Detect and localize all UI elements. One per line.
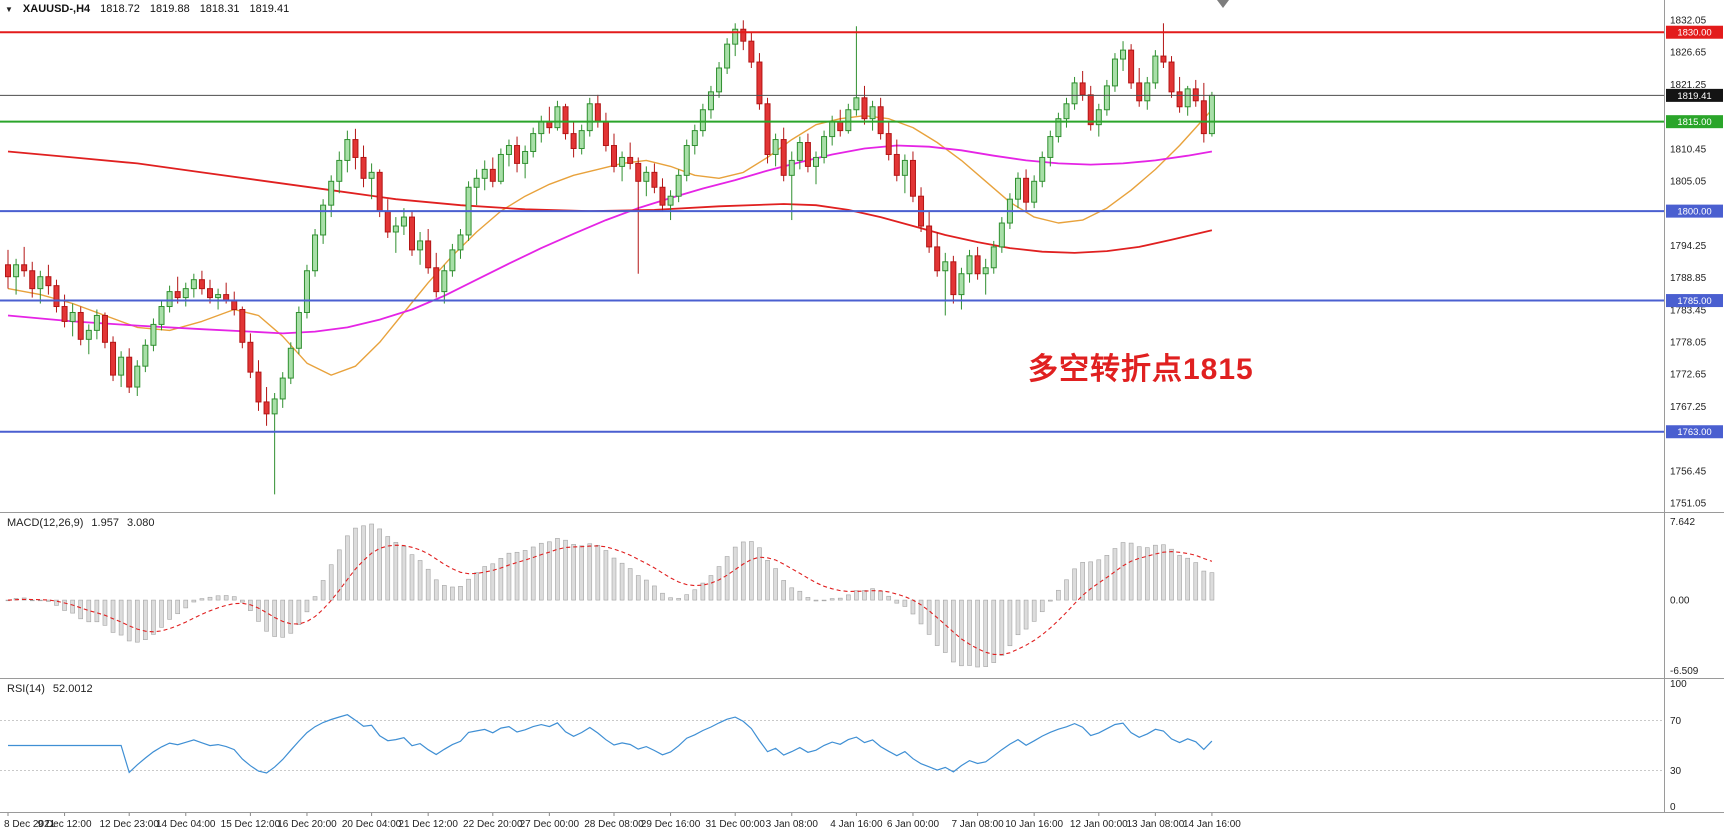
macd-main-value: 1.957 [91, 517, 119, 529]
svg-text:1778.05: 1778.05 [1670, 338, 1707, 349]
svg-text:0: 0 [1670, 802, 1676, 813]
svg-text:7.642: 7.642 [1670, 517, 1695, 528]
ohlc-high-value: 1819.88 [149, 3, 190, 15]
svg-text:1819.41: 1819.41 [1677, 91, 1711, 102]
rsi-indicator-label: RSI(14) 52.0012 [7, 683, 93, 695]
macd-signal-line [7, 544, 1213, 656]
svg-text:1767.25: 1767.25 [1670, 402, 1707, 413]
svg-text:13 Jan 08:00: 13 Jan 08:00 [1126, 819, 1184, 830]
svg-text:28 Dec 08:00: 28 Dec 08:00 [584, 819, 644, 830]
svg-text:12 Dec 23:00: 12 Dec 23:00 [99, 819, 159, 830]
svg-text:1756.45: 1756.45 [1670, 466, 1707, 477]
ma-orange-fast [7, 109, 1213, 376]
svg-text:1810.45: 1810.45 [1670, 144, 1707, 155]
price-axis[interactable]: 1832.05 1826.65 1821.25 1810.45 1805.05 1794.… [1670, 16, 1707, 510]
svg-text:16 Dec 20:00: 16 Dec 20:00 [277, 819, 337, 830]
svg-text:14 Jan 16:00: 14 Jan 16:00 [1183, 819, 1241, 830]
collapse-icon[interactable]: ▼ [5, 4, 13, 14]
svg-text:22 Dec 20:00: 22 Dec 20:00 [463, 819, 523, 830]
rsi-name: RSI(14) [7, 683, 45, 695]
svg-text:1783.45: 1783.45 [1670, 305, 1707, 316]
svg-text:4 Jan 16:00: 4 Jan 16:00 [830, 819, 883, 830]
svg-text:12 Jan 00:00: 12 Jan 00:00 [1070, 819, 1128, 830]
chart-header: ▼ XAUUSD-,H4 1818.72 1819.88 1818.31 181… [5, 3, 289, 15]
svg-text:1794.25: 1794.25 [1670, 241, 1707, 252]
candles [5, 20, 1215, 495]
svg-text:1830.00: 1830.00 [1677, 28, 1711, 39]
svg-text:21 Dec 12:00: 21 Dec 12:00 [398, 819, 458, 830]
svg-text:27 Dec 00:00: 27 Dec 00:00 [520, 819, 580, 830]
panel-frame [0, 0, 1724, 813]
svg-text:1772.65: 1772.65 [1670, 370, 1707, 381]
svg-text:9 Dec 12:00: 9 Dec 12:00 [38, 819, 92, 830]
chart-shift-marker-icon [1217, 0, 1229, 8]
svg-text:8 Dec 2021: 8 Dec 2021 [4, 819, 56, 830]
svg-text:100: 100 [1670, 679, 1687, 690]
svg-text:1763.00: 1763.00 [1677, 427, 1711, 438]
rsi-axis[interactable]: 100 70 30 0 [1670, 679, 1687, 813]
svg-text:1821.25: 1821.25 [1670, 80, 1707, 91]
price-badges: 1830.00 1815.00 1800.00 1785.00 1763.00 1819.… [1666, 25, 1723, 439]
rsi-line [8, 714, 1213, 774]
ma-red-slow [7, 150, 1213, 254]
svg-text:6 Jan 00:00: 6 Jan 00:00 [887, 819, 940, 830]
ma-magenta-mid [7, 144, 1213, 335]
svg-text:0.00: 0.00 [1670, 596, 1690, 607]
svg-text:30: 30 [1670, 766, 1682, 777]
rsi-panel [0, 714, 1664, 774]
macd-signal-value: 3.080 [126, 517, 155, 529]
symbol-timeframe-label: XAUUSD-,H4 [22, 3, 91, 15]
svg-text:1805.05: 1805.05 [1670, 177, 1707, 188]
moving-averages [7, 109, 1213, 376]
svg-text:1785.00: 1785.00 [1677, 296, 1711, 307]
svg-text:29 Dec 16:00: 29 Dec 16:00 [641, 819, 701, 830]
rsi-value: 52.0012 [52, 683, 93, 695]
macd-histogram [5, 523, 1215, 668]
svg-text:1832.05: 1832.05 [1670, 16, 1707, 27]
svg-text:15 Dec 12:00: 15 Dec 12:00 [221, 819, 281, 830]
macd-indicator-label: MACD(12,26,9) 1.957 3.080 [7, 517, 154, 529]
svg-text:10 Jan 16:00: 10 Jan 16:00 [1005, 819, 1063, 830]
ohlc-close-value: 1819.41 [249, 3, 290, 15]
horizontal-levels [0, 31, 1664, 433]
macd-axis[interactable]: 7.642 0.00 -6.509 [1670, 517, 1699, 677]
svg-text:20 Dec 04:00: 20 Dec 04:00 [342, 819, 402, 830]
svg-text:7 Jan 08:00: 7 Jan 08:00 [951, 819, 1004, 830]
ohlc-low-value: 1818.31 [199, 3, 240, 15]
svg-text:1815.00: 1815.00 [1677, 117, 1711, 128]
svg-text:3 Jan 08:00: 3 Jan 08:00 [766, 819, 819, 830]
svg-text:1800.00: 1800.00 [1677, 207, 1711, 218]
svg-text:1826.65: 1826.65 [1670, 48, 1707, 59]
svg-text:14 Dec 04:00: 14 Dec 04:00 [156, 819, 216, 830]
chart-annotation-text: 多空转折点1815 [1028, 353, 1254, 386]
svg-text:-6.509: -6.509 [1670, 666, 1699, 677]
ohlc-open-value: 1818.72 [100, 3, 140, 15]
svg-text:70: 70 [1670, 716, 1682, 727]
macd-name: MACD(12,26,9) [7, 517, 84, 529]
svg-text:31 Dec 00:00: 31 Dec 00:00 [705, 819, 765, 830]
svg-text:1788.85: 1788.85 [1670, 273, 1707, 284]
svg-text:1751.05: 1751.05 [1670, 499, 1707, 510]
